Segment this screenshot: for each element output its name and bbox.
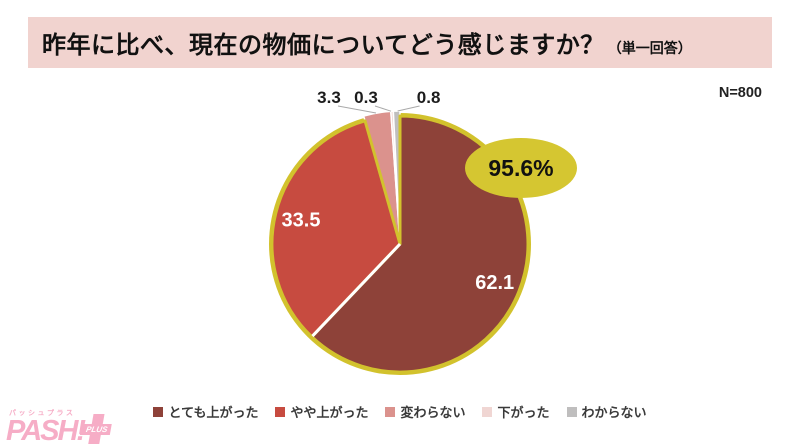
legend-label: やや上がった — [290, 405, 369, 420]
pie-svg: 62.1 33.5 3.3 0.3 0.8 95.6% — [269, 88, 577, 375]
legend-item: 下がった — [482, 402, 550, 421]
legend-swatch — [482, 406, 493, 417]
logo-plus-text: PLUS — [85, 425, 109, 434]
logo-ruby-text: パッシュプラス — [9, 410, 76, 417]
logo-row: PASH! PLUS — [6, 414, 126, 444]
legend-item: 変わらない — [385, 402, 465, 421]
pash-plus-logo: パッシュプラス PASH! PLUS — [6, 408, 126, 444]
slice-value-label: 62.1 — [475, 272, 514, 294]
pie-chart: 62.1 33.5 3.3 0.3 0.8 95.6% — [190, 85, 610, 415]
legend-swatch — [566, 406, 577, 417]
legend-swatch — [275, 406, 286, 417]
title-suffix: （単一回答） — [607, 40, 692, 56]
logo-wordmark: PASH! — [6, 415, 86, 444]
callout-label: 95.6% — [488, 155, 553, 181]
legend-swatch — [385, 406, 396, 417]
callout-ellipse — [465, 138, 577, 198]
legend-label: わからない — [581, 405, 647, 420]
legend-label: 変わらない — [400, 405, 466, 420]
plus-icon: PLUS — [76, 414, 113, 444]
legend-item: とても上がった — [153, 402, 258, 421]
legend-item: わからない — [566, 402, 647, 421]
slice-value-label: 33.5 — [282, 210, 321, 232]
sample-size-label: N=800 — [718, 85, 762, 101]
legend-label: とても上がった — [168, 405, 259, 420]
title-banner: 昨年に比べ、現在の物価についてどう感じますか？ （単一回答） — [28, 17, 772, 68]
page-title: 昨年に比べ、現在の物価についてどう感じますか？ （単一回答） — [42, 25, 692, 60]
title-text: 昨年に比べ、現在の物価についてどう感じますか？ — [42, 32, 605, 59]
legend-item: やや上がった — [275, 402, 368, 421]
legend-label: 下がった — [497, 405, 550, 420]
slice-value-label: 0.8 — [417, 88, 441, 107]
legend-swatch — [153, 406, 164, 417]
legend: とても上がった やや上がった 変わらない 下がった わからない — [0, 402, 800, 421]
slice-value-label: 3.3 — [317, 88, 341, 107]
slice-value-label: 0.3 — [354, 88, 378, 107]
